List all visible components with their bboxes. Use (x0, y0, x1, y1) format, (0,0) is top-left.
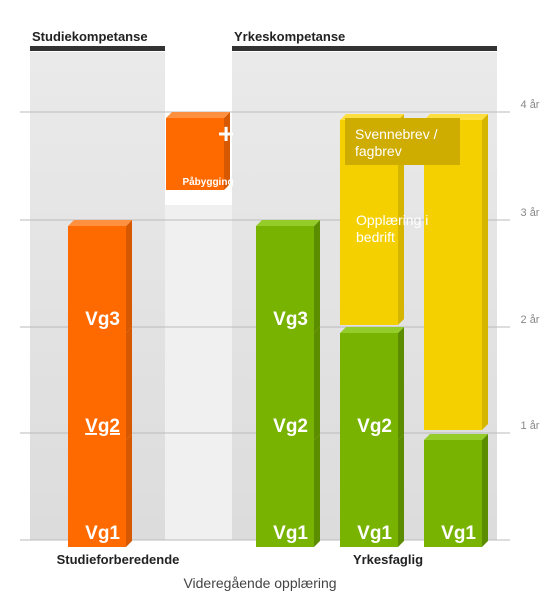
column-label: Studieforberedende (57, 552, 180, 567)
block-label: Vg1 (273, 523, 308, 544)
axis-label: 2 år (521, 314, 540, 326)
block-top (68, 220, 132, 226)
block (68, 226, 126, 333)
header: Yrkeskompetanse (234, 29, 345, 44)
block-top (340, 327, 404, 333)
block-label: Vg1 (441, 523, 476, 544)
training-block-side (482, 114, 488, 430)
block-label: Vg2 (357, 416, 392, 437)
axis-label: 1 år (521, 420, 540, 432)
block-side (398, 434, 404, 547)
plus-icon: + (218, 118, 234, 149)
block (68, 440, 126, 547)
training-block (424, 120, 482, 430)
block-top (424, 434, 488, 440)
block-side (482, 434, 488, 547)
background (165, 205, 232, 540)
block (340, 333, 398, 440)
block-label: Vg3 (273, 309, 308, 330)
block (256, 440, 314, 547)
column-label: Yrkesfaglig (353, 552, 423, 567)
block-label: Vg2 (85, 416, 120, 437)
block-label: Vg3 (85, 309, 120, 330)
block-side (314, 327, 320, 440)
training-label: Opplæring i bedrift (356, 212, 429, 245)
block (340, 440, 398, 547)
axis-label: 4 år (521, 99, 540, 111)
block-label: Vg1 (357, 523, 392, 544)
block-label: Vg2 (273, 416, 308, 437)
pabygging-label: Påbygging (182, 176, 233, 188)
block-side (126, 220, 132, 333)
footer: Videregående opplæring (183, 575, 336, 591)
pabygging-block-side (224, 112, 230, 190)
header-bar (30, 46, 165, 51)
pabygging-block (166, 118, 224, 190)
pabygging-block-top (166, 112, 230, 118)
block-label: Vg1 (85, 523, 120, 544)
block-top (256, 220, 320, 226)
blocks: Vg1 Vg2 Vg3 + Påbygging Vg1 Vg2 Vg3 Vg1 Vg2 Vg1 (68, 112, 488, 547)
block-side (314, 434, 320, 547)
block (256, 226, 314, 333)
label-box (345, 118, 460, 165)
training-label: Svennebrev / fagbrev (355, 126, 438, 159)
training-block-side (398, 114, 404, 325)
block (68, 333, 126, 440)
axis-label: 3 år (521, 207, 540, 219)
header: Studiekompetanse (32, 29, 148, 44)
block-side (398, 327, 404, 440)
block-side (314, 220, 320, 333)
block-side (126, 327, 132, 440)
block (424, 440, 482, 547)
block (256, 333, 314, 440)
header-bar (232, 46, 497, 51)
block-side (126, 434, 132, 547)
